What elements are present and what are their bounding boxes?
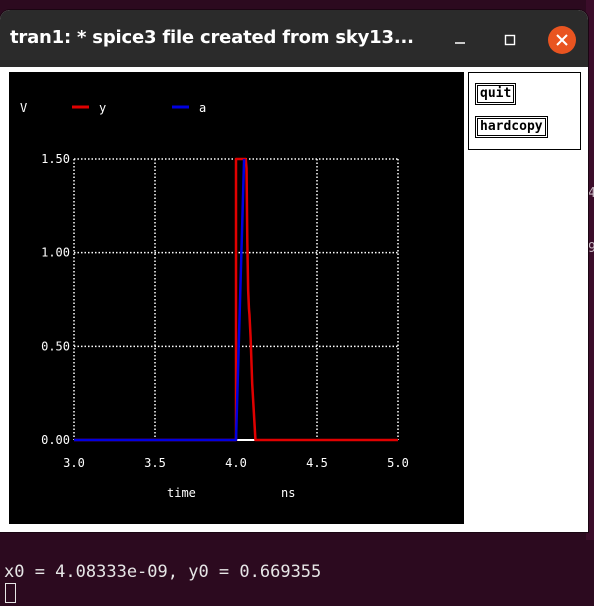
y-tick-label: 1.00 [41, 246, 70, 260]
edge-char: 4 [588, 186, 594, 201]
maximize-icon [504, 34, 516, 46]
minimize-icon [455, 42, 465, 44]
title-bar[interactable]: tran1: * spice3 file created from sky13.… [0, 10, 588, 67]
terminal-output: x0 = 4.08333e-09, y0 = 0.669355 [4, 562, 322, 582]
terminal-cursor [5, 583, 16, 603]
minimize-button[interactable] [446, 26, 474, 54]
x-tick-label: 4.5 [306, 456, 328, 470]
edge-char: 9 [588, 241, 594, 256]
waveform-chart: V y a 3.0 3.5 4.0 4.5 5.0 1.50 1.00 0.50 0.00 ti… [20, 101, 409, 500]
x-tick-label: 5.0 [387, 456, 409, 470]
y-axis-label: V [20, 101, 27, 115]
hardcopy-button[interactable]: hardcopy [475, 116, 548, 138]
x-tick-label: 3.0 [63, 456, 85, 470]
button-panel: quit hardcopy [468, 72, 581, 150]
y-tick-label: 1.50 [41, 152, 70, 166]
quit-button[interactable]: quit [475, 83, 517, 105]
close-button[interactable] [548, 26, 576, 54]
close-icon [556, 34, 568, 46]
series-line-a [74, 158, 246, 442]
y-tick-label: 0.00 [41, 433, 70, 447]
x-tick-label: 4.0 [225, 456, 247, 470]
legend-label-y: y [99, 101, 106, 115]
window-title: tran1: * spice3 file created from sky13.… [10, 27, 414, 48]
background-strip [586, 0, 594, 540]
x-axis-label: time [167, 486, 196, 500]
plot-area[interactable]: V y a 3.0 3.5 4.0 4.5 5.0 1.50 1.00 0.50 0.00 ti… [9, 72, 464, 524]
series-line-y [74, 157, 398, 442]
plot-window: tran1: * spice3 file created from sky13.… [0, 10, 588, 532]
y-tick-label: 0.50 [41, 339, 70, 353]
x-axis-unit: ns [281, 486, 295, 500]
window-content: V y a 3.0 3.5 4.0 4.5 5.0 1.50 1.00 0.50 0.00 ti… [4, 67, 588, 532]
maximize-button[interactable] [496, 26, 524, 54]
legend-label-a: a [199, 101, 206, 115]
x-tick-label: 3.5 [144, 456, 166, 470]
